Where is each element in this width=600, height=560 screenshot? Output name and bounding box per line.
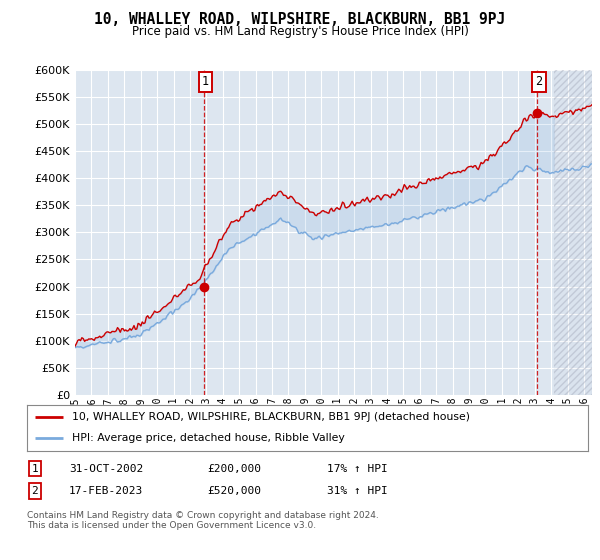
Text: 10, WHALLEY ROAD, WILPSHIRE, BLACKBURN, BB1 9PJ (detached house): 10, WHALLEY ROAD, WILPSHIRE, BLACKBURN, … <box>72 412 470 422</box>
Text: HPI: Average price, detached house, Ribble Valley: HPI: Average price, detached house, Ribb… <box>72 433 344 444</box>
Text: Contains HM Land Registry data © Crown copyright and database right 2024.
This d: Contains HM Land Registry data © Crown c… <box>27 511 379 530</box>
Text: £200,000: £200,000 <box>207 464 261 474</box>
Text: 31-OCT-2002: 31-OCT-2002 <box>69 464 143 474</box>
Text: 10, WHALLEY ROAD, WILPSHIRE, BLACKBURN, BB1 9PJ: 10, WHALLEY ROAD, WILPSHIRE, BLACKBURN, … <box>94 12 506 27</box>
Text: 2: 2 <box>31 486 38 496</box>
Text: 1: 1 <box>202 76 209 88</box>
Text: 1: 1 <box>31 464 38 474</box>
Text: 31% ↑ HPI: 31% ↑ HPI <box>327 486 388 496</box>
Text: Price paid vs. HM Land Registry's House Price Index (HPI): Price paid vs. HM Land Registry's House … <box>131 25 469 38</box>
Text: £520,000: £520,000 <box>207 486 261 496</box>
Text: 2: 2 <box>535 76 542 88</box>
Bar <box>554 70 592 395</box>
Bar <box>554 70 592 395</box>
Text: 17-FEB-2023: 17-FEB-2023 <box>69 486 143 496</box>
Text: 17% ↑ HPI: 17% ↑ HPI <box>327 464 388 474</box>
